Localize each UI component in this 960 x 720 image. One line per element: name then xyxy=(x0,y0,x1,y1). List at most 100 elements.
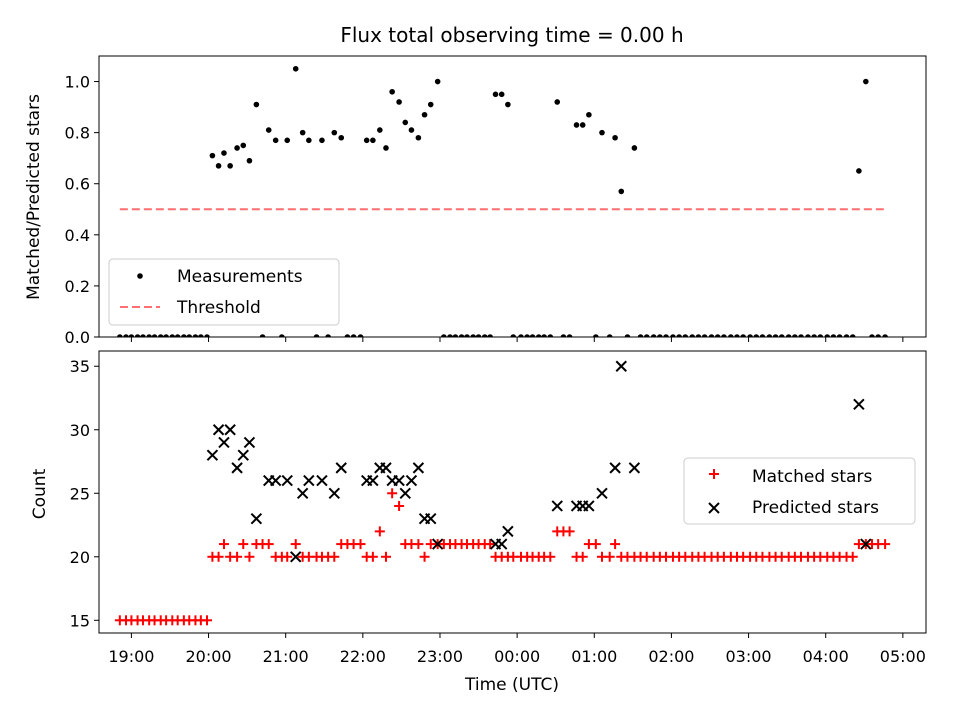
measurement-point xyxy=(728,334,734,337)
predicted-stars-point xyxy=(412,462,425,474)
matched-stars-point xyxy=(232,551,243,562)
top-y-tick-label: 0.4 xyxy=(65,226,90,245)
bottom-y-axis-label: Count xyxy=(30,468,50,519)
matched-stars-point xyxy=(413,539,424,550)
measurement-point xyxy=(863,78,869,85)
predicted-stars-point xyxy=(502,525,514,538)
top-y-tick-label: 0.8 xyxy=(65,124,90,143)
x-tick-label: 03:00 xyxy=(726,647,772,666)
measurement-point xyxy=(676,334,682,337)
bottom-x-axis-ticks: 19:00 20:00 21:00 22:00 23:00 00:00 01:00 02:00… xyxy=(108,633,926,666)
measurement-point xyxy=(510,334,517,337)
predicted-stars-point xyxy=(583,500,595,512)
predicted-stars-point xyxy=(615,360,627,372)
measurement-point xyxy=(246,157,253,164)
measurement-point xyxy=(434,78,441,85)
measurement-point xyxy=(198,334,204,337)
measurement-point xyxy=(772,334,779,337)
measurement-point xyxy=(643,334,650,337)
measurement-point xyxy=(383,145,389,151)
bottom-y-tick-label: 20 xyxy=(70,548,90,567)
measurement-point xyxy=(447,334,453,337)
measurement-point xyxy=(657,334,663,337)
measurement-point xyxy=(169,334,176,337)
predicted-stars-point xyxy=(206,449,219,461)
legend-measurements-label: Measurements xyxy=(177,267,303,287)
measurement-point xyxy=(227,163,233,169)
predicted-stars-point xyxy=(212,424,225,436)
measurement-point xyxy=(325,334,331,337)
legend-threshold-label: Threshold xyxy=(176,298,261,318)
measurement-point xyxy=(174,334,181,337)
bottom-plot-frame xyxy=(98,350,927,634)
measurement-point xyxy=(240,142,247,149)
predicted-stars-point xyxy=(335,462,347,474)
measurement-point xyxy=(475,334,482,337)
measurement-point xyxy=(481,334,488,337)
measurement-point xyxy=(487,334,493,337)
legend-measurements-marker xyxy=(137,273,143,279)
predicted-stars-point xyxy=(551,500,563,512)
legend-predicted-marker xyxy=(708,502,720,514)
matched-stars-point xyxy=(329,551,340,562)
measurement-point xyxy=(505,101,511,108)
matched-stars-point xyxy=(244,551,255,562)
matched-stars-point xyxy=(218,539,229,550)
predicted-stars-point xyxy=(231,462,243,474)
predicted-stars-point xyxy=(290,551,302,563)
measurement-point xyxy=(319,137,325,144)
measurement-point xyxy=(498,91,505,98)
measurement-point xyxy=(560,334,567,337)
measurement-point xyxy=(370,137,376,144)
x-tick-label: 23:00 xyxy=(417,647,463,666)
bottom-legend: Matched stars Predicted stars xyxy=(683,457,916,525)
matched-stars-point xyxy=(380,551,391,562)
predicted-stars-point xyxy=(399,487,411,499)
measurement-point xyxy=(830,334,837,337)
predicted-stars-point xyxy=(628,462,641,474)
measurement-point xyxy=(798,334,804,337)
matched-stars-point xyxy=(238,539,249,550)
predicted-stars-point xyxy=(853,398,865,411)
bottom-y-axis-ticks: 15 20 25 30 35 xyxy=(70,357,99,630)
measurement-point xyxy=(849,334,856,337)
measurement-point xyxy=(759,334,766,337)
legend-predicted-label: Predicted stars xyxy=(752,498,879,518)
measurement-point xyxy=(427,101,434,108)
measurement-point xyxy=(573,122,580,128)
matched-stars-point xyxy=(610,539,621,550)
measurement-point xyxy=(624,334,631,337)
measurement-point xyxy=(408,127,415,133)
measurement-point xyxy=(612,134,618,141)
measurement-point xyxy=(253,101,260,108)
predicted-stars-point xyxy=(425,512,437,525)
measurement-point xyxy=(836,334,843,337)
predicted-stars-point xyxy=(316,474,328,487)
measurement-point xyxy=(215,163,222,169)
measurement-point xyxy=(492,91,499,98)
measurement-point xyxy=(192,334,199,337)
measurement-point xyxy=(128,334,135,337)
measurement-point xyxy=(186,334,193,337)
bottom-y-tick-label: 15 xyxy=(70,611,90,630)
bottom-plot-marks xyxy=(114,360,891,626)
matched-stars-point xyxy=(485,539,496,550)
top-y-tick-label: 0.6 xyxy=(65,175,90,194)
x-tick-label: 20:00 xyxy=(185,647,231,666)
measurement-point xyxy=(163,334,169,337)
measurement-point xyxy=(547,334,554,337)
measurement-point xyxy=(811,334,817,337)
measurement-point xyxy=(279,334,285,337)
x-axis-label: Time (UTC) xyxy=(464,675,559,695)
x-tick-label: 22:00 xyxy=(340,647,386,666)
measurement-point xyxy=(714,334,721,337)
measurement-point xyxy=(695,334,702,337)
measurement-point xyxy=(146,334,152,337)
matched-stars-point xyxy=(263,539,274,550)
measurement-point xyxy=(344,334,351,337)
measurement-point xyxy=(458,334,465,337)
measurement-point xyxy=(117,334,123,337)
matched-stars-point xyxy=(545,551,556,562)
measurement-point xyxy=(234,145,240,151)
